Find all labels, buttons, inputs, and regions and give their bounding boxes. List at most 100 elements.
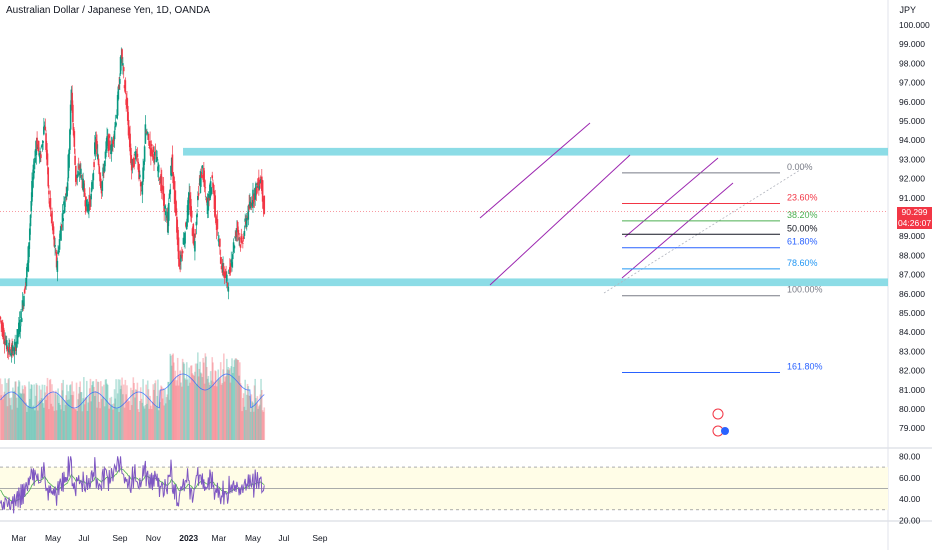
volume-bar (118, 411, 120, 440)
volume-bar (145, 384, 147, 440)
volume-bar (81, 411, 84, 440)
candle-body (23, 296, 25, 307)
candle-body (210, 187, 213, 195)
volume-bar (135, 390, 138, 440)
volume-bar (20, 393, 23, 440)
candle-body (77, 170, 79, 177)
candle-body (36, 137, 38, 150)
volume-bar (203, 362, 205, 440)
candle-body (211, 175, 214, 179)
candle-body (117, 86, 120, 100)
candle-body (5, 340, 8, 350)
candle-body (190, 210, 193, 218)
candle-body (99, 175, 101, 182)
volume-bar (83, 377, 85, 440)
price-axis-tick: 99.000 (899, 39, 925, 49)
volume-bar (236, 359, 239, 440)
candle-body (136, 153, 139, 158)
volume-bar (185, 362, 188, 440)
candle-body (180, 255, 183, 257)
candle-body (244, 218, 246, 222)
volume-bar (257, 408, 259, 440)
volume-bar (215, 386, 218, 440)
volume-bar (220, 384, 223, 440)
volume-bar (136, 382, 139, 440)
fib-level-label: 61.80% (787, 237, 818, 247)
volume-bar (39, 399, 41, 440)
candle-body (24, 286, 27, 289)
price-axis-tick: 95.000 (899, 116, 925, 126)
volume-bar (66, 399, 69, 440)
candle-body (12, 354, 15, 356)
volume-bar (18, 381, 21, 440)
volume-bar (236, 359, 238, 440)
volume-bar (65, 395, 67, 440)
candle-body (183, 241, 186, 245)
candle-body (96, 141, 98, 149)
volume-bar (103, 406, 106, 440)
time-axis-tick: Mar (12, 533, 27, 543)
volume-bar (143, 408, 146, 440)
volume-bar (245, 394, 248, 440)
candle-body (96, 153, 99, 160)
volume-bar (85, 380, 88, 440)
candle-body (109, 140, 111, 150)
candle-body (241, 238, 243, 240)
price-axis-tick: 93.000 (899, 154, 925, 164)
candle-body (56, 260, 59, 272)
volume-bar (154, 380, 157, 440)
volume-bar (164, 389, 166, 440)
volume-bar (20, 393, 22, 440)
candle-body (240, 236, 243, 243)
candle-body (49, 198, 52, 210)
volume-bar (23, 385, 26, 440)
volume-bar (94, 391, 97, 440)
volume-bar (228, 368, 231, 440)
candle-body (203, 179, 206, 188)
volume-bar (130, 405, 133, 440)
candle-body (181, 250, 184, 254)
volume-bar (186, 379, 189, 440)
volume-bar (54, 393, 56, 440)
volume-bar (29, 388, 32, 440)
volume-bar (249, 411, 252, 440)
volume-bar (12, 391, 15, 440)
candle-body (58, 251, 60, 253)
candle-body (233, 245, 236, 249)
candle-body (242, 236, 245, 240)
candle-body (63, 202, 66, 213)
price-axis-tick: 79.000 (899, 423, 925, 433)
volume-bar (10, 397, 13, 440)
volume-bar (212, 362, 214, 440)
candle-body (263, 195, 266, 214)
candle-body (234, 236, 237, 239)
volume-bar (93, 386, 95, 440)
volume-bar (71, 381, 73, 440)
candle-body (142, 167, 144, 182)
volume-bar (63, 410, 65, 440)
candle-body (20, 318, 23, 322)
volume-bar (141, 402, 144, 440)
candle-body (231, 262, 233, 267)
candle-body (31, 181, 33, 202)
volume-bar (72, 391, 75, 440)
candle-body (254, 187, 256, 200)
volume-bar (247, 386, 250, 440)
volume-bar (173, 380, 176, 440)
volume-bar (66, 384, 68, 440)
candle-body (28, 242, 30, 258)
volume-bar (252, 402, 254, 440)
volume-bar (261, 410, 264, 440)
volume-bar (179, 370, 181, 440)
volume-bar (159, 402, 162, 440)
volume-bar (25, 402, 27, 440)
price-axis-tick: 92.000 (899, 174, 925, 184)
volume-bar (251, 401, 254, 440)
candle-body (174, 190, 177, 208)
candle-body (231, 254, 234, 260)
candle-body (243, 230, 246, 236)
volume-bar (237, 360, 240, 440)
candle-body (103, 172, 105, 174)
rsi-signal-line (0, 468, 265, 503)
candle-body (150, 144, 153, 147)
